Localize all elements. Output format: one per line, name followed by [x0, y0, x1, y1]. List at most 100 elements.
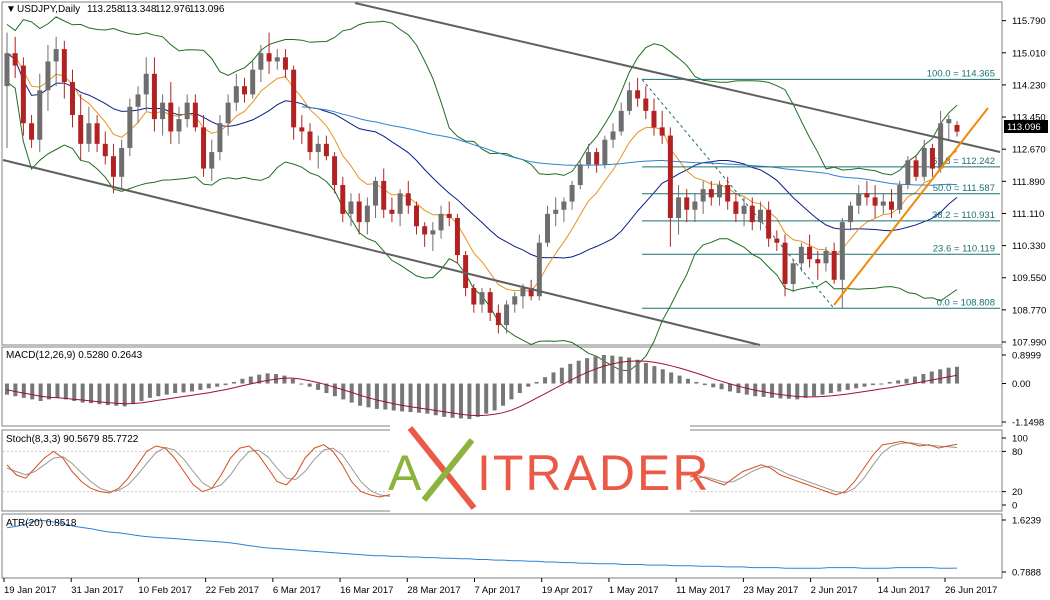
candle-body: [749, 205, 755, 223]
macd-histogram-bar: [534, 381, 539, 384]
candle-body: [888, 201, 894, 210]
y-tick-label: 115.790: [1012, 16, 1046, 27]
candle-body: [618, 110, 624, 132]
candle-body: [643, 98, 649, 111]
atr-y-tick-label: 1.6239: [1012, 516, 1041, 527]
macd-histogram-bar: [425, 383, 430, 414]
candle-body: [561, 201, 567, 210]
macd-histogram-bar: [400, 383, 405, 412]
candle-body: [602, 139, 608, 165]
candle-body: [127, 106, 133, 148]
macd-histogram-bar: [610, 355, 615, 384]
candle-body: [29, 123, 35, 140]
candle-body: [594, 152, 600, 165]
candle-body: [315, 143, 321, 153]
macd-histogram-bar: [820, 383, 825, 395]
main-pane-title-arrow: ▼: [6, 4, 16, 15]
macd-histogram-bar: [290, 378, 295, 384]
candle-body: [282, 57, 288, 70]
y-tick-label: 108.770: [1012, 305, 1046, 316]
macd-histogram-bar: [198, 383, 203, 390]
macd-histogram-bar: [770, 383, 775, 398]
x-tick-label: 28 Mar 2017: [407, 585, 460, 596]
candle-body: [897, 185, 903, 210]
candle-body: [397, 193, 403, 214]
candle-body: [135, 94, 141, 107]
candle-body: [61, 49, 67, 83]
macd-histogram-bar: [921, 374, 926, 384]
macd-histogram-bar: [585, 358, 590, 384]
macd-histogram-bar: [660, 369, 665, 384]
candle-body: [364, 205, 370, 223]
candle-body: [266, 53, 272, 62]
candle-body: [53, 49, 59, 62]
macd-histogram-bar: [442, 383, 447, 417]
macd-histogram-bar: [862, 383, 867, 387]
macd-histogram-bar: [282, 375, 287, 384]
macd-histogram-bar: [568, 363, 573, 384]
macd-histogram-bar: [21, 383, 26, 398]
candle-body: [774, 238, 780, 243]
x-tick-label: 7 Apr 2017: [475, 585, 521, 596]
candle-body: [217, 123, 223, 153]
candle-body: [815, 259, 821, 264]
candle-body: [242, 86, 247, 95]
last-price-label: 113.096: [1007, 122, 1041, 133]
candle-body: [946, 119, 952, 124]
candle-body: [610, 131, 616, 140]
ohlc-high: 113.348: [121, 4, 157, 15]
macd-histogram-bar: [955, 366, 959, 384]
fib-level-label: 100.0 = 114.365: [927, 68, 995, 79]
macd-histogram-bar: [744, 383, 749, 395]
candle-body: [37, 90, 43, 140]
candle-body: [856, 193, 862, 206]
macd-histogram-bar: [559, 367, 564, 384]
bollinger-upper-line: [6, 16, 958, 176]
candle-body: [676, 197, 682, 218]
ohlc-low: 112.976: [155, 4, 191, 15]
macd-histogram-bar: [652, 366, 657, 384]
macd-histogram-bar: [5, 383, 9, 395]
candle-body: [20, 65, 26, 124]
candle-body: [340, 185, 346, 214]
macd-histogram-bar: [72, 383, 77, 401]
candle-body: [12, 53, 18, 66]
macd-histogram-bar: [181, 383, 186, 393]
x-tick-label: 22 Feb 2017: [206, 585, 259, 596]
candle-body: [569, 185, 575, 202]
candle-body: [299, 127, 305, 132]
candle-body: [201, 127, 207, 169]
candle-body: [110, 156, 116, 177]
trend-lines: [2, 2, 1001, 346]
candle-body: [766, 209, 772, 239]
candle-body: [823, 250, 829, 264]
macd-histogram-bar: [391, 383, 396, 411]
macd-histogram-bar: [231, 381, 236, 384]
macd-histogram-bar: [358, 383, 363, 406]
macd-histogram-bar: [164, 383, 169, 395]
candle-body: [291, 69, 297, 128]
macd-histogram-bar: [526, 383, 531, 387]
macd-histogram-bar: [139, 383, 144, 401]
macd-histogram-bar: [711, 383, 716, 388]
candle-body: [864, 193, 870, 198]
macd-histogram-bar: [517, 383, 522, 394]
macd-histogram-bar: [795, 383, 800, 400]
macd-histogram-bar: [458, 383, 463, 419]
macd-series: [5, 354, 959, 420]
support-trend-line: [833, 107, 989, 306]
macd-histogram-bar: [669, 372, 674, 384]
macd-histogram-bar: [206, 383, 211, 389]
y-tick-label: 113.450: [1012, 113, 1046, 124]
stoch-y-tick-label: 100: [1012, 434, 1028, 445]
macd-histogram-bar: [341, 383, 346, 400]
candle-body: [438, 213, 444, 231]
macd-histogram-bar: [374, 383, 379, 409]
macd-histogram-bar: [173, 383, 178, 394]
macd-signal-line: [6, 360, 958, 417]
candle-body: [323, 143, 329, 157]
x-tick-label: 16 Mar 2017: [340, 585, 393, 596]
macd-histogram-bar: [685, 378, 690, 384]
candle-body: [520, 288, 526, 297]
svg-text:ITRADER: ITRADER: [477, 445, 710, 501]
